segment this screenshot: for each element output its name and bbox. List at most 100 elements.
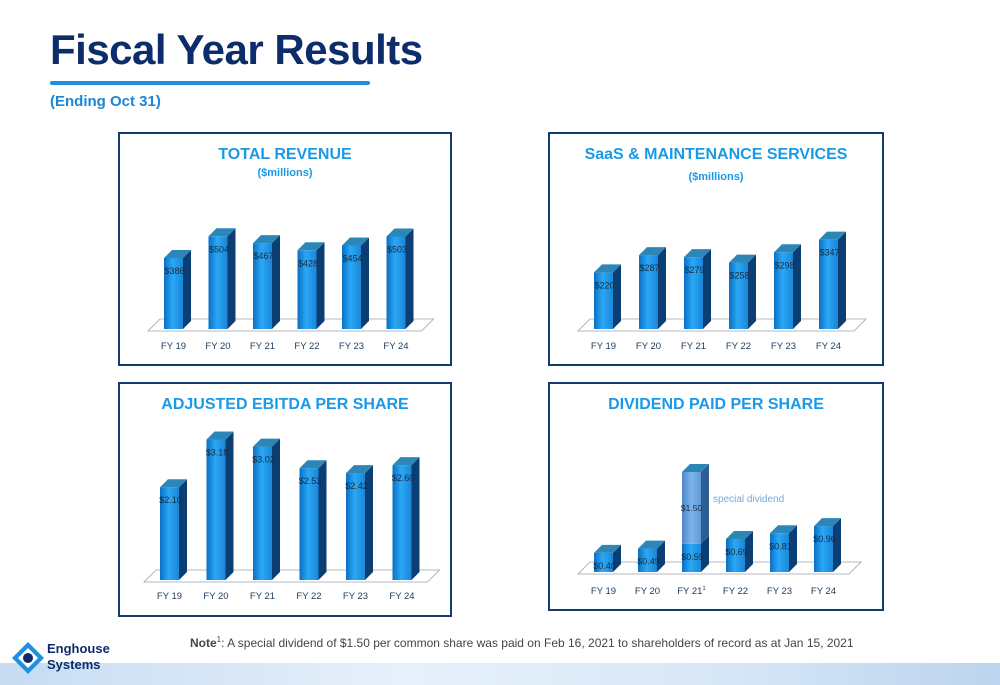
bar-front — [386, 236, 406, 329]
category-label: FY 24 — [811, 586, 836, 597]
bar-top — [253, 235, 280, 244]
title-underline — [50, 81, 370, 85]
chart-panel-ebitda-per-share: ADJUSTED EBITDA PER SHARE $2.10 FY 19 $3.1… — [118, 382, 452, 617]
category-label: FY 19 — [157, 591, 182, 602]
category-label: FY 20 — [205, 341, 230, 352]
bar-front — [299, 468, 319, 580]
bar-top — [253, 438, 280, 447]
bar-front — [684, 257, 703, 329]
category-label: FY 21 — [250, 341, 275, 352]
bar-front — [253, 243, 272, 329]
bar — [682, 464, 709, 572]
bar-side — [613, 264, 621, 329]
bar-side — [745, 531, 753, 572]
bar-top — [594, 544, 621, 553]
bar-front — [594, 272, 613, 329]
bar-top — [160, 479, 187, 488]
logo-line-1: Enghouse — [47, 641, 110, 656]
page-subtitle: (Ending Oct 31) — [50, 93, 161, 110]
bar-top — [342, 237, 369, 246]
bar-chart-total-revenue: $386 FY 19 $504 FY 20 $467 FY 21 $428 FY 22 $454… — [147, 228, 435, 352]
bar-chart-dividend-per-share: $0.40 FY 19 $0.49 FY 20 $1.50 special dividen… — [577, 464, 862, 597]
bar-side — [179, 479, 187, 580]
bar-side — [658, 247, 666, 329]
chart-title: SaaS & MAINTENANCE SERVICES — [584, 146, 848, 163]
bar-side — [318, 460, 327, 580]
data-label: $2.10 — [159, 495, 182, 505]
bar-top — [682, 464, 709, 473]
bar-chart-ebitda-per-share: $2.10 FY 19 $3.18 FY 20 $3.02 FY 21 $2.53 FY 22… — [143, 431, 441, 602]
data-label: $428 — [298, 258, 318, 268]
bar-front — [342, 245, 361, 329]
special-bar-front — [682, 472, 701, 544]
category-label: FY 21 — [250, 591, 275, 602]
data-label: $2.60 — [392, 473, 415, 483]
bar-top — [774, 244, 801, 253]
bar-top — [206, 431, 234, 440]
footnote-prefix: Note — [190, 636, 217, 650]
data-label: $220 — [594, 280, 614, 290]
data-label: $3.02 — [252, 455, 275, 465]
category-label: FY 20 — [635, 586, 660, 597]
chart-panel-dividend-per-share: DIVIDEND PAID PER SHARE $0.40 FY 19 $0.49 F… — [548, 382, 884, 611]
bar-front — [297, 250, 317, 329]
data-label: $298 — [774, 260, 794, 270]
chart-title: ADJUSTED EBITDA PER SHARE — [161, 396, 409, 413]
bar — [342, 237, 369, 329]
bar-side — [789, 525, 797, 572]
bar-side — [227, 228, 236, 329]
data-label: $467 — [253, 251, 273, 261]
chart-title: TOTAL REVENUE — [218, 146, 352, 163]
data-label: $3.18 — [206, 448, 229, 458]
data-label: $0.40 — [593, 561, 616, 571]
chart-panel-total-revenue: TOTAL REVENUE ($millions) $386 FY 19 $504 F… — [118, 132, 452, 366]
bar-top — [299, 460, 327, 469]
bar-top — [297, 242, 325, 251]
data-label: $504 — [209, 244, 229, 254]
bar-front — [774, 252, 793, 329]
category-label: FY 19 — [161, 341, 186, 352]
special-bar-side — [701, 464, 709, 544]
bar-top — [726, 531, 753, 539]
chart-title: DIVIDEND PAID PER SHARE — [608, 396, 824, 413]
bar-front — [726, 539, 745, 572]
bar-side — [613, 544, 621, 572]
bar — [386, 228, 414, 329]
bar-front — [392, 465, 412, 580]
bar-top — [164, 250, 191, 259]
bar-front — [682, 543, 701, 572]
bar-side — [701, 535, 709, 572]
bar — [392, 457, 420, 580]
bar-side — [838, 231, 846, 329]
category-label: FY 22 — [296, 591, 321, 602]
data-label: $2.53 — [299, 476, 322, 486]
bar-front — [770, 533, 789, 572]
bar-top — [639, 247, 666, 256]
category-label: FY 24 — [389, 591, 414, 602]
bar-side — [748, 254, 756, 329]
footnote-superscript: 1 — [216, 635, 222, 644]
bar-top — [684, 249, 711, 258]
bar — [729, 254, 756, 329]
bar — [346, 465, 373, 580]
bar-top — [346, 465, 373, 474]
bar — [638, 540, 665, 572]
page-title: Fiscal Year Results — [50, 26, 423, 73]
data-label: $0.59 — [681, 552, 704, 562]
data-label: $2.42 — [345, 481, 368, 491]
bar-side — [365, 465, 373, 580]
bar-side — [272, 438, 280, 580]
bar — [253, 235, 280, 329]
bar-front — [638, 548, 657, 572]
bar-side — [316, 242, 325, 329]
special-data-label: $1.50 — [681, 503, 703, 513]
bar-side — [833, 518, 841, 572]
chart-subtitle: ($millions) — [688, 171, 744, 183]
footer-band — [0, 663, 1000, 685]
bar-top — [386, 228, 414, 237]
logo-wordmark: Enghouse Systems — [47, 641, 110, 673]
data-label: $287 — [639, 263, 659, 273]
data-label: $0.69 — [725, 547, 748, 557]
data-label: $258 — [729, 271, 749, 281]
bar-top — [594, 264, 621, 273]
